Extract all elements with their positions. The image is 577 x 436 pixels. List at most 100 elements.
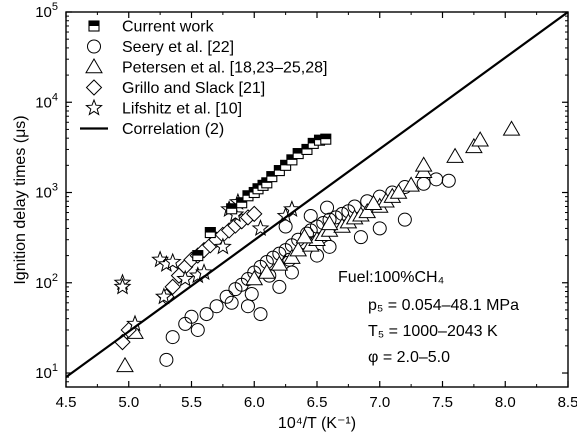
- circle-point: [224, 295, 239, 310]
- legend: Current work Seery et al. [22] Petersen et…: [80, 19, 327, 138]
- triangle-point: [414, 156, 433, 172]
- circle-point: [397, 212, 412, 227]
- star-point: [251, 218, 270, 237]
- x-axis-label: 10⁴/T (K⁻¹): [278, 415, 356, 432]
- x-tick-label: 8.5: [558, 394, 577, 411]
- star-point: [213, 237, 232, 255]
- triangle-point: [402, 176, 420, 192]
- series-triangle: [116, 120, 521, 373]
- half-filled-square-point: [236, 197, 248, 209]
- y-tick-label: 105: [35, 1, 58, 21]
- circle-point: [284, 265, 299, 280]
- temperature-annotation: T₅ = 1000–2043 K: [368, 323, 498, 340]
- triangle-point: [116, 356, 134, 373]
- circle-point: [190, 322, 205, 337]
- star-point: [176, 269, 195, 287]
- circle-point: [322, 239, 337, 254]
- legend-star-swatch: [85, 98, 103, 116]
- x-tick-label: 4.5: [56, 394, 77, 411]
- x-tick-label: 7.5: [432, 394, 453, 411]
- triangle-point: [245, 270, 264, 286]
- y-tick-label: 103: [35, 182, 58, 202]
- circle-point: [184, 309, 199, 324]
- half-filled-square-point: [226, 203, 238, 215]
- circle-point: [240, 299, 255, 314]
- triangle-point: [471, 131, 490, 147]
- circle-point: [244, 287, 259, 302]
- circle-point: [429, 172, 444, 187]
- y-tick-exponent: 2: [52, 272, 58, 284]
- legend-label: Correlation (2): [122, 121, 224, 138]
- triangle-point: [320, 214, 339, 231]
- y-tick-base: 10: [35, 365, 52, 382]
- x-tick-label: 5.0: [118, 394, 139, 411]
- star-point: [113, 277, 132, 295]
- x-tick-label: 8.0: [495, 394, 516, 411]
- y-axis-label: Ignition delay times (μs): [12, 115, 29, 284]
- y-tick-label: 102: [35, 272, 58, 292]
- series-star: [113, 192, 301, 332]
- x-axis-ticks: 4.5 5.0 5.5 6.0 6.5 7.0 7.5 8.0 8.5: [56, 12, 577, 411]
- x-tick-label: 7.0: [369, 394, 390, 411]
- pressure-annotation: p₅ = 0.054–48.1 MPa: [368, 297, 519, 314]
- triangle-point: [270, 255, 289, 271]
- y-tick-exponent: 5: [52, 1, 58, 13]
- y-tick-label: 101: [35, 362, 58, 382]
- legend-half-filled-square-swatch: [88, 20, 100, 32]
- y-tick-base: 10: [35, 94, 52, 111]
- circle-point: [209, 299, 224, 314]
- half-filled-square-point: [301, 143, 313, 155]
- triangle-point: [502, 120, 521, 136]
- legend-label: Petersen et al. [18,23–25,28]: [122, 60, 327, 77]
- circle-point: [272, 279, 287, 294]
- half-filled-square-point: [320, 133, 332, 145]
- circle-point: [165, 330, 180, 345]
- legend-diamond-swatch: [85, 79, 103, 96]
- triangle-point: [289, 241, 308, 257]
- phi-annotation: φ = 2.0–5.0: [368, 349, 450, 366]
- fuel-annotation: Fuel:100%CH₄: [338, 269, 444, 286]
- plot-area: [66, 12, 568, 379]
- y-tick-base: 10: [35, 4, 52, 21]
- y-tick-exponent: 4: [52, 91, 58, 103]
- triangle-point: [446, 147, 464, 163]
- legend-label: Seery et al. [22]: [122, 39, 234, 56]
- circle-point: [441, 173, 456, 188]
- legend-triangle-swatch: [85, 58, 103, 74]
- conditions-annotation: Fuel:100%CH₄ p₅ = 0.054–48.1 MPa T₅ = 10…: [338, 269, 519, 366]
- half-filled-square-point: [286, 154, 298, 166]
- star-point: [154, 287, 173, 305]
- y-tick-base: 10: [35, 185, 52, 202]
- triangle-point: [283, 248, 301, 264]
- star-point: [163, 252, 182, 270]
- legend-label: Lifshitz et al. [10]: [122, 101, 242, 118]
- circle-point: [303, 208, 318, 223]
- legend-label: Grillo and Slack [21]: [122, 80, 265, 97]
- half-filled-square-point: [192, 250, 204, 262]
- x-tick-label: 5.5: [181, 394, 202, 411]
- circle-point: [253, 307, 268, 322]
- triangle-point: [364, 194, 383, 211]
- triangle-point: [257, 263, 276, 279]
- y-tick-exponent: 3: [52, 182, 58, 194]
- y-tick-exponent: 1: [52, 362, 58, 374]
- circle-point: [159, 352, 174, 367]
- circle-point: [353, 230, 368, 245]
- half-filled-square-point: [266, 171, 278, 183]
- diamond-point: [246, 205, 263, 223]
- circle-point: [320, 200, 335, 215]
- y-tick-label: 104: [35, 91, 58, 111]
- series-half-filled-square: [192, 133, 332, 262]
- circle-point: [372, 221, 387, 236]
- circle-point: [199, 307, 214, 322]
- legend-circle-swatch: [87, 39, 101, 54]
- triangle-point: [295, 228, 314, 244]
- y-tick-base: 10: [35, 275, 52, 292]
- circle-point: [416, 176, 431, 191]
- triangle-point: [358, 202, 377, 219]
- x-tick-label: 6.0: [244, 394, 265, 411]
- correlation-line: [66, 12, 568, 379]
- diamond-point: [164, 278, 181, 296]
